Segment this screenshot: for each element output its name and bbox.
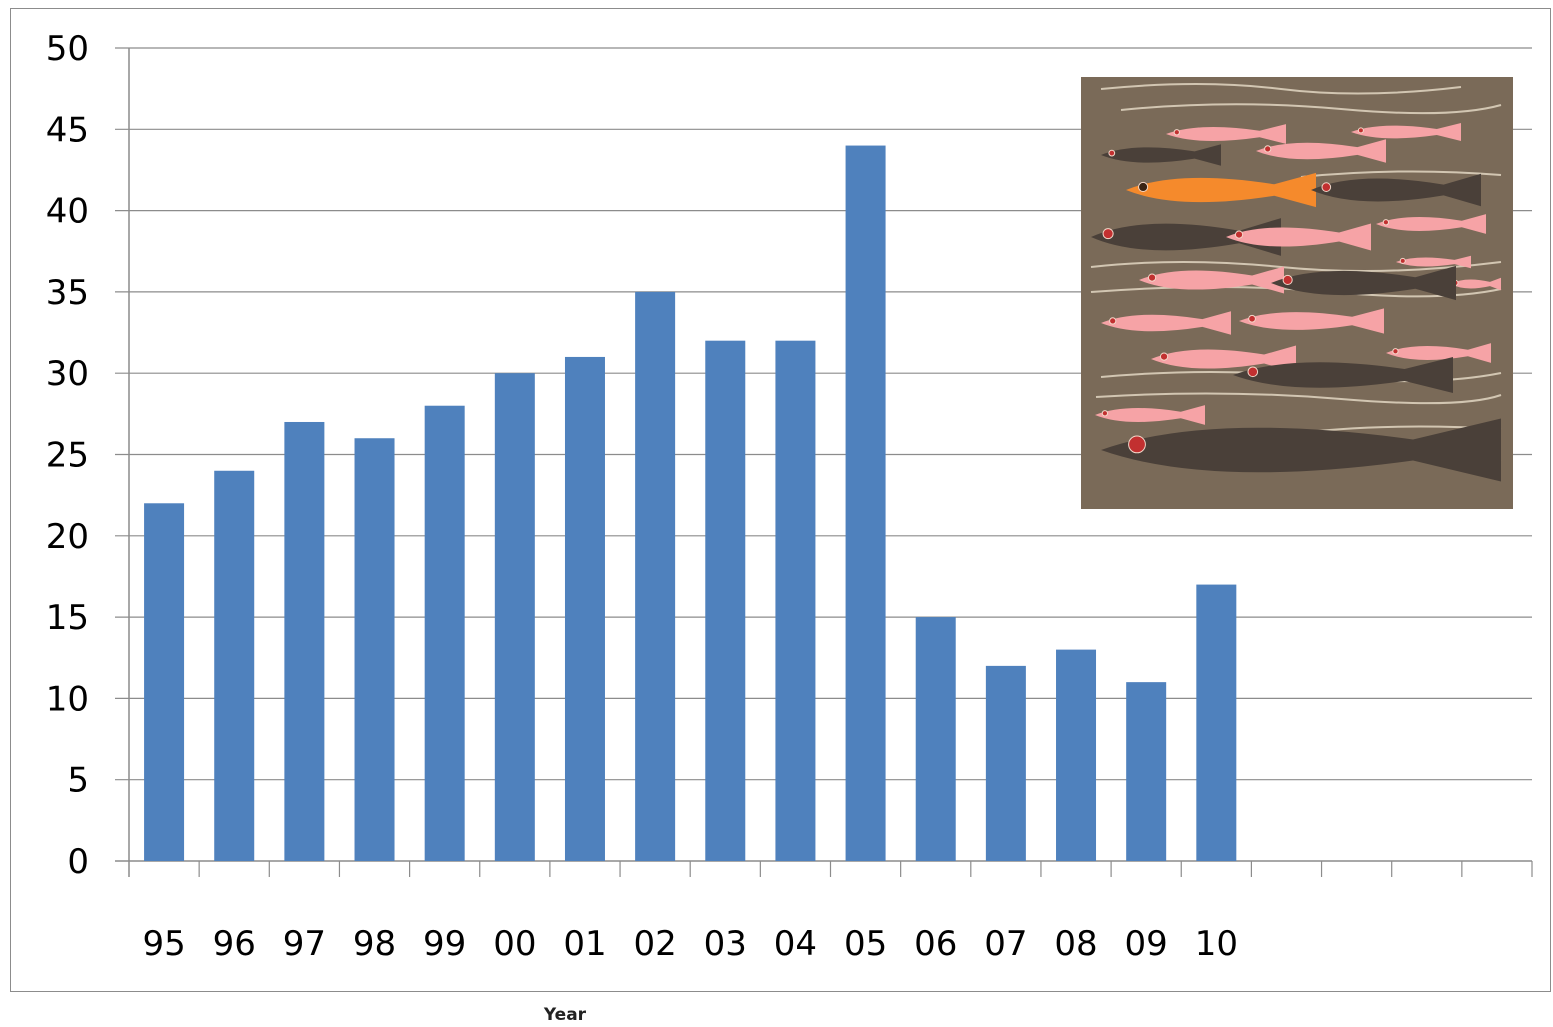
x-tick-label: 02 <box>633 924 676 964</box>
bar-02 <box>635 291 676 861</box>
x-tick-label: 00 <box>493 924 536 964</box>
bar-98 <box>354 438 395 861</box>
y-tick-label: 50 <box>46 29 89 69</box>
x-tick-label: 09 <box>1125 924 1168 964</box>
pink-fish <box>1101 311 1231 335</box>
pink-fish <box>1151 345 1296 373</box>
bar-01 <box>564 356 605 861</box>
pink-fish <box>1376 214 1486 234</box>
pink-fish <box>1166 124 1286 144</box>
x-tick-label: 01 <box>563 924 606 964</box>
fish-school-illustration <box>1081 77 1513 509</box>
y-tick-label: 10 <box>46 679 89 719</box>
bar-10 <box>1196 584 1237 861</box>
bar-06 <box>915 617 956 861</box>
dark-fish <box>1271 265 1456 301</box>
x-tick-label: 98 <box>353 924 396 964</box>
bar-08 <box>1056 649 1097 861</box>
x-tick-label: 04 <box>774 924 817 964</box>
bar-07 <box>985 665 1026 861</box>
axes <box>115 48 1533 877</box>
y-tick-label: 30 <box>46 354 89 394</box>
x-tick-label: 10 <box>1195 924 1238 964</box>
dark-fish <box>1101 144 1221 166</box>
pink-fish <box>1139 266 1284 294</box>
pink-fish <box>1256 139 1386 163</box>
bar-96 <box>214 470 255 861</box>
y-tick-label: 45 <box>46 110 89 150</box>
pink-fish <box>1226 223 1371 251</box>
y-tick-label: 40 <box>46 192 89 232</box>
dark-fish <box>1091 218 1281 256</box>
y-tick-label: 20 <box>46 517 89 557</box>
bar-00 <box>494 373 535 861</box>
dark-fish <box>1101 418 1501 482</box>
y-tick-label: 25 <box>46 436 89 476</box>
x-tick-label: 95 <box>142 924 185 964</box>
bars <box>144 145 1237 861</box>
pink-fish <box>1239 308 1384 334</box>
x-tick-label: 08 <box>1054 924 1097 964</box>
x-tick-label: 96 <box>213 924 256 964</box>
bar-03 <box>705 340 746 861</box>
fish-group <box>1091 123 1501 482</box>
pink-fish <box>1351 123 1461 141</box>
pink-fish <box>1095 405 1205 425</box>
x-tick-label: 99 <box>423 924 466 964</box>
bar-95 <box>144 503 185 861</box>
y-tick-label: 35 <box>46 273 89 313</box>
bar-05 <box>845 145 886 861</box>
x-tick-label: 07 <box>984 924 1027 964</box>
y-tick-label: 5 <box>67 761 89 801</box>
chart-frame <box>10 8 1551 992</box>
x-tick-label: 06 <box>914 924 957 964</box>
bar-97 <box>284 421 325 861</box>
x-tick-label: 97 <box>283 924 326 964</box>
dark-fish <box>1233 357 1453 393</box>
dark-fish <box>1311 173 1481 207</box>
y-tick-label: 15 <box>46 598 89 638</box>
orange-fish <box>1126 172 1316 208</box>
x-axis-title: Year <box>543 1005 587 1025</box>
x-tick-label: 05 <box>844 924 887 964</box>
bar-99 <box>424 405 465 861</box>
pink-fish <box>1386 343 1491 363</box>
y-tick-label: 0 <box>67 842 89 882</box>
bar-09 <box>1126 682 1167 861</box>
y-tick-labels: 0 5 10 15 20 25 30 35 40 45 50 <box>46 29 89 882</box>
x-tick-labels: 95 96 97 98 99 00 01 02 03 04 05 06 07 08 09 10 <box>142 924 1238 964</box>
x-tick-label: 03 <box>704 924 747 964</box>
bar-04 <box>775 340 816 861</box>
pink-fish <box>1396 255 1471 269</box>
